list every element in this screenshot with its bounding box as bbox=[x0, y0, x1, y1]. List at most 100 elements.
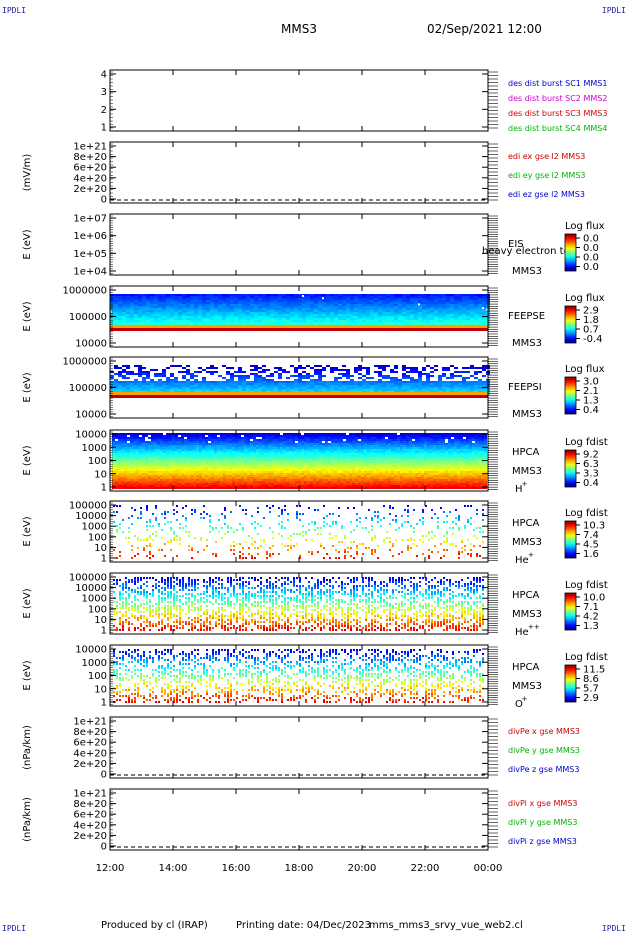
spectrogram-cell bbox=[174, 314, 178, 316]
spectrogram-cell bbox=[304, 453, 307, 455]
spectrogram-cell bbox=[470, 308, 474, 310]
spectrogram-cell bbox=[162, 314, 166, 316]
spectrogram-cell bbox=[186, 385, 190, 387]
spectrogram-cell bbox=[418, 377, 422, 379]
spectrogram-cell bbox=[466, 306, 470, 308]
spectrogram-cell bbox=[265, 441, 268, 443]
spectrogram-cell bbox=[313, 449, 316, 451]
spectrogram-cell bbox=[139, 443, 142, 445]
spectrogram-cell bbox=[184, 469, 187, 471]
spectrogram-cell bbox=[112, 465, 115, 467]
spectrogram-cell bbox=[112, 483, 115, 485]
spectrogram-cell bbox=[271, 439, 274, 441]
spectrogram-cell bbox=[223, 479, 226, 481]
spectrogram-cell bbox=[150, 387, 154, 389]
spectrogram-cell bbox=[190, 451, 193, 453]
spectrogram-cell bbox=[462, 304, 466, 306]
spectrogram-cell bbox=[304, 475, 307, 477]
spectrogram-cell bbox=[434, 314, 438, 316]
spectrogram-cell bbox=[268, 481, 271, 483]
spectrogram-cell bbox=[186, 304, 190, 306]
spectrogram-cell bbox=[394, 306, 398, 308]
spectrogram-cell bbox=[151, 477, 154, 479]
spectrogram-cell bbox=[136, 475, 139, 477]
spectrogram-cell bbox=[162, 369, 166, 371]
spectrogram-cell bbox=[298, 469, 301, 471]
spectrogram-cell bbox=[256, 435, 259, 437]
spectrogram-cell bbox=[210, 302, 214, 304]
spectrogram-cell bbox=[182, 316, 186, 318]
spectrogram-cell bbox=[262, 453, 265, 455]
spectrogram-cell bbox=[466, 296, 470, 298]
spectrogram-cell bbox=[302, 298, 306, 300]
spectrogram-cell bbox=[474, 322, 478, 324]
spectrogram-cell bbox=[202, 475, 205, 477]
spectrogram-cell bbox=[238, 383, 242, 385]
spectrogram-cell bbox=[277, 477, 280, 479]
spectrogram-cell bbox=[390, 371, 394, 373]
spectrogram-cell bbox=[232, 441, 235, 443]
spectrogram-cell bbox=[190, 469, 193, 471]
spectrogram-cell bbox=[426, 300, 430, 302]
spectrogram-cell bbox=[181, 441, 184, 443]
spectrogram-cell bbox=[208, 449, 211, 451]
spectrogram-cell bbox=[262, 449, 265, 451]
spectrogram-cell bbox=[112, 449, 115, 451]
spectrogram-cell bbox=[310, 387, 314, 389]
spectrogram-cell bbox=[148, 487, 151, 489]
spectrogram-cell bbox=[301, 465, 304, 467]
spectrogram-cell bbox=[410, 377, 414, 379]
spectrogram-cell bbox=[136, 449, 139, 451]
spectrogram-cell bbox=[262, 318, 266, 320]
spectrogram-cell bbox=[199, 483, 202, 485]
spectrogram-cell bbox=[122, 375, 126, 377]
spectrogram-cell bbox=[118, 449, 121, 451]
spectrogram-cell bbox=[142, 437, 145, 439]
spectrogram-cell bbox=[266, 318, 270, 320]
spectrogram-cell bbox=[402, 308, 406, 310]
spectrogram-cell bbox=[410, 322, 414, 324]
spectrogram-cell bbox=[250, 457, 253, 459]
spectrogram-cell bbox=[241, 455, 244, 457]
spectrogram-cell bbox=[184, 465, 187, 467]
spectrogram-cell bbox=[322, 320, 326, 322]
spectrogram-cell bbox=[210, 304, 214, 306]
spectrogram-cell bbox=[438, 316, 442, 318]
spectrogram-cell bbox=[142, 445, 145, 447]
spectrogram-cell bbox=[434, 389, 438, 391]
spectrogram-cell bbox=[190, 459, 193, 461]
spectrogram-cell bbox=[118, 385, 122, 387]
spectrogram-cell bbox=[238, 485, 241, 487]
spectrogram-cell bbox=[174, 387, 178, 389]
spectrogram-cell bbox=[148, 447, 151, 449]
spectrogram-cell bbox=[458, 320, 462, 322]
spectrogram-cell bbox=[170, 294, 174, 296]
spectrogram-cell bbox=[202, 439, 205, 441]
spectrogram-cell bbox=[190, 381, 194, 383]
spectrogram-cell bbox=[208, 463, 211, 465]
spectrogram-cell bbox=[178, 300, 182, 302]
spectrogram-cell bbox=[386, 389, 390, 391]
spectrogram-cell bbox=[434, 298, 438, 300]
spectrogram-cell bbox=[163, 445, 166, 447]
spectrogram-cell bbox=[115, 455, 118, 457]
spectrogram-cell bbox=[268, 461, 271, 463]
spectrogram-cell bbox=[166, 300, 170, 302]
spectrogram-cell bbox=[346, 383, 350, 385]
spectrogram-cell bbox=[121, 475, 124, 477]
spectrogram-cell bbox=[254, 365, 258, 367]
spectrogram-cell bbox=[262, 389, 266, 391]
spectrogram-cell bbox=[238, 296, 242, 298]
spectrogram-cell bbox=[254, 306, 258, 308]
spectrogram-cell bbox=[247, 487, 250, 489]
spectrogram-cell bbox=[294, 381, 298, 383]
spectrogram-cell bbox=[274, 445, 277, 447]
spectrogram-cell bbox=[115, 437, 118, 439]
spectrogram-cell bbox=[146, 298, 150, 300]
spectrogram-cell bbox=[151, 485, 154, 487]
spectrogram-cell bbox=[268, 433, 271, 435]
spectrogram-cell bbox=[254, 369, 258, 371]
spectrogram-cell bbox=[226, 304, 230, 306]
spectrogram-cell bbox=[210, 312, 214, 314]
spectrogram-cell bbox=[271, 455, 274, 457]
